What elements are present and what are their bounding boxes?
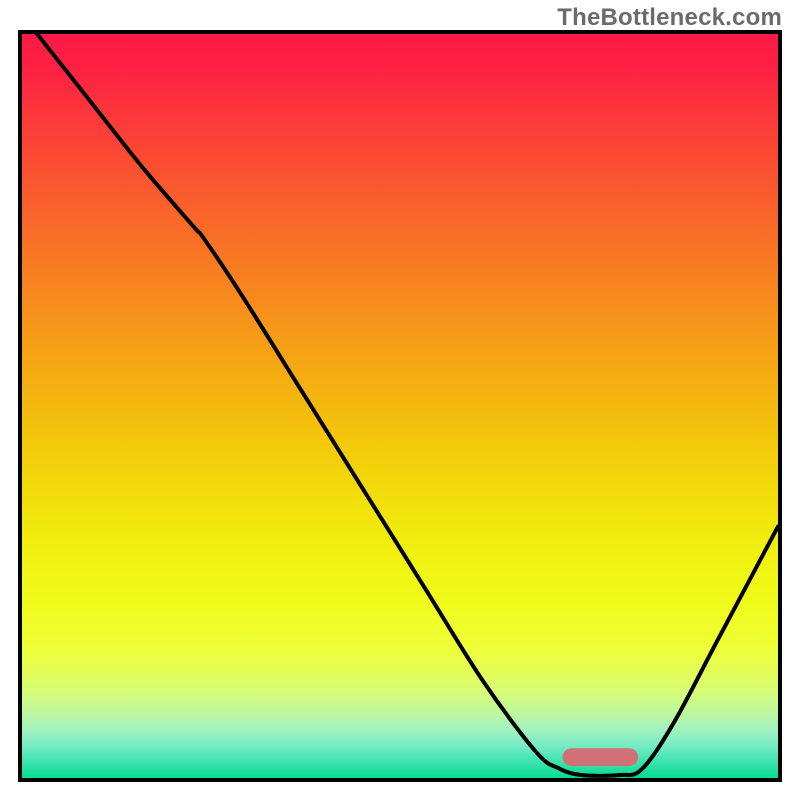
chart-panel: [18, 30, 782, 782]
chart-svg: [22, 34, 778, 778]
gradient-background: [22, 34, 778, 778]
optimal-marker: [563, 748, 639, 766]
watermark-text: TheBottleneck.com: [557, 4, 782, 32]
